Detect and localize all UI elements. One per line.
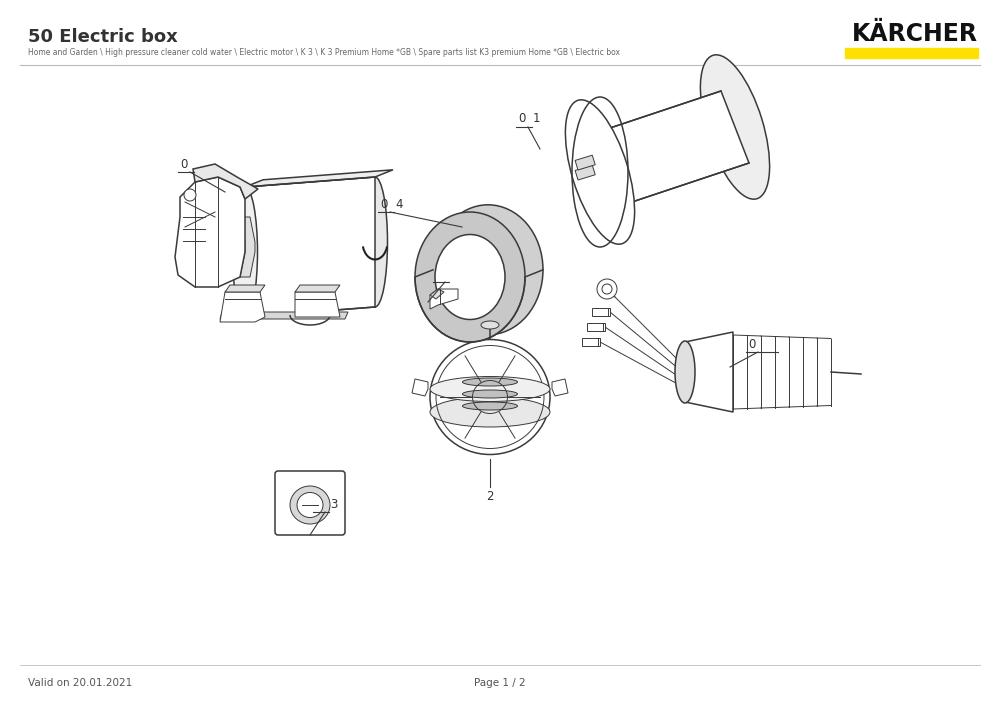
Ellipse shape (290, 486, 330, 524)
Ellipse shape (462, 402, 518, 410)
Ellipse shape (602, 284, 612, 294)
Text: 0: 0 (380, 197, 387, 211)
Ellipse shape (675, 341, 695, 403)
Bar (845, 48, 978, 58)
Polygon shape (586, 91, 749, 208)
Text: Home and Garden \ High pressure cleaner cold water \ Electric motor \ K 3 \ K 3 : Home and Garden \ High pressure cleaner … (28, 48, 620, 57)
Ellipse shape (435, 235, 505, 320)
Polygon shape (412, 379, 428, 396)
Polygon shape (225, 285, 265, 292)
Text: 5: 5 (450, 267, 457, 281)
Polygon shape (295, 292, 340, 317)
Text: 0: 0 (748, 337, 755, 351)
Text: 2: 2 (486, 491, 494, 503)
Ellipse shape (430, 377, 550, 402)
Bar (575, 155, 595, 170)
Polygon shape (193, 164, 258, 199)
Ellipse shape (430, 397, 550, 427)
Text: 0: 0 (180, 158, 187, 170)
Text: 0: 0 (518, 112, 525, 126)
Ellipse shape (481, 321, 499, 329)
Text: 4: 4 (395, 197, 402, 211)
FancyBboxPatch shape (275, 471, 345, 535)
Ellipse shape (297, 493, 323, 518)
Ellipse shape (433, 205, 543, 335)
Ellipse shape (462, 390, 518, 398)
Polygon shape (587, 323, 605, 331)
Polygon shape (592, 308, 610, 316)
Text: 1: 1 (533, 112, 540, 126)
Polygon shape (430, 289, 444, 299)
Ellipse shape (597, 279, 617, 299)
Polygon shape (240, 217, 255, 277)
Ellipse shape (362, 177, 388, 307)
Ellipse shape (184, 189, 196, 201)
Polygon shape (245, 170, 393, 187)
Text: Page 1 / 2: Page 1 / 2 (474, 678, 526, 688)
Text: 3: 3 (330, 498, 337, 510)
Polygon shape (295, 285, 340, 292)
Polygon shape (245, 177, 375, 317)
Polygon shape (220, 292, 265, 322)
Ellipse shape (415, 212, 525, 342)
Polygon shape (175, 177, 245, 287)
Ellipse shape (700, 55, 770, 199)
Ellipse shape (430, 339, 550, 455)
Text: Valid on 20.01.2021: Valid on 20.01.2021 (28, 678, 132, 688)
Bar (575, 165, 595, 180)
Polygon shape (685, 332, 733, 412)
Text: 0: 0 (435, 267, 442, 281)
Ellipse shape (462, 378, 518, 386)
Text: KÄRCHER: KÄRCHER (852, 22, 978, 46)
Polygon shape (220, 312, 348, 319)
Ellipse shape (565, 100, 635, 244)
Polygon shape (430, 289, 458, 309)
Text: 50 Electric box: 50 Electric box (28, 28, 178, 46)
Ellipse shape (232, 187, 258, 317)
Polygon shape (552, 379, 568, 396)
Polygon shape (582, 338, 600, 346)
